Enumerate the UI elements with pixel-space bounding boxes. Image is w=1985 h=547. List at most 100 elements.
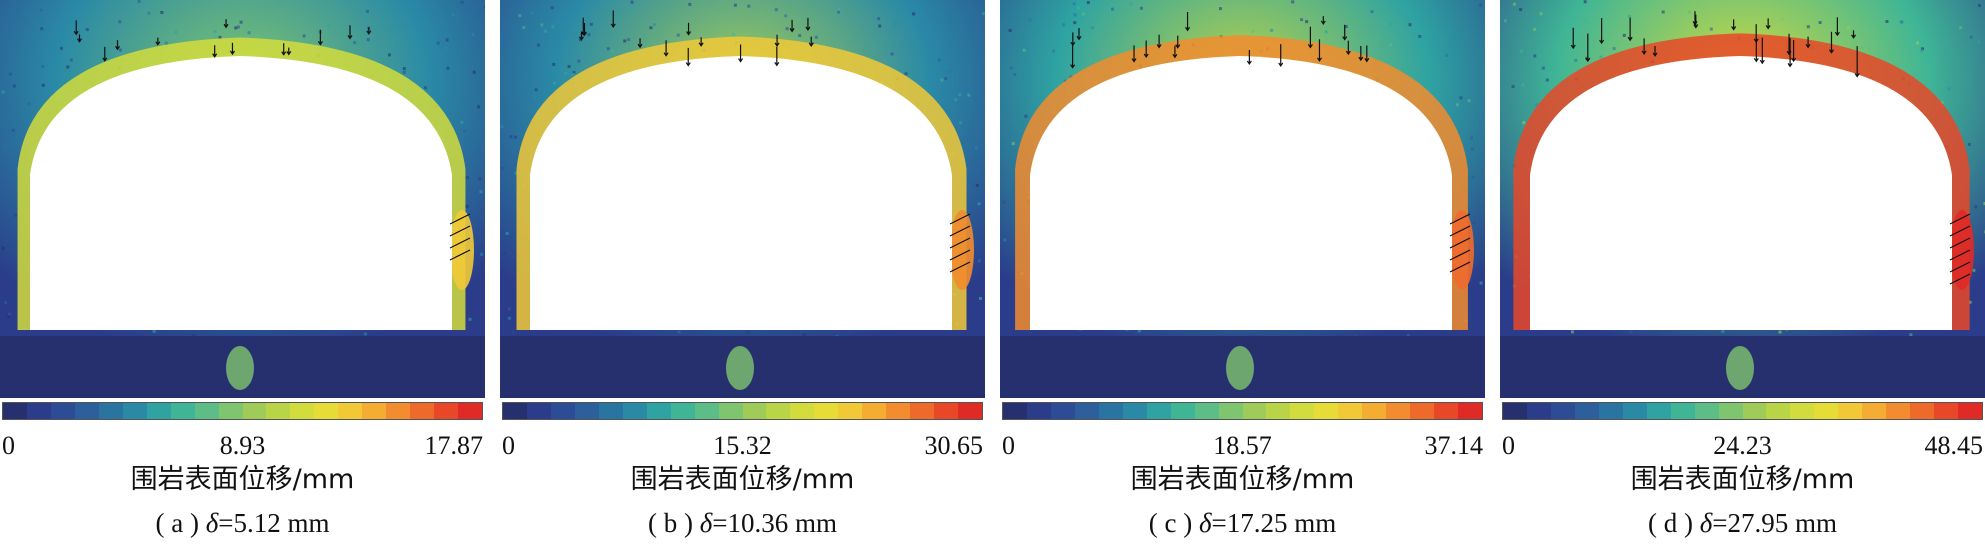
speckle	[1571, 330, 1575, 334]
speckle	[1467, 99, 1471, 103]
displacement-arrowhead	[1307, 44, 1313, 49]
colorbar-segment	[1574, 403, 1599, 419]
displacement-arrowhead	[1854, 73, 1860, 78]
speckle	[511, 60, 515, 64]
speckle	[785, 27, 789, 31]
speckle	[564, 71, 568, 75]
displacement-arrowhead	[115, 45, 121, 51]
displacement-arrowhead	[1070, 41, 1076, 47]
sidewall-hot-zone	[950, 210, 974, 290]
colorbar-segment	[1122, 403, 1147, 419]
caption-symbol: δ	[699, 508, 713, 538]
speckle	[1977, 4, 1981, 8]
colorbar-segment	[458, 403, 483, 419]
speckle	[213, 30, 217, 34]
colorbar-segment	[1910, 403, 1935, 419]
displacement-arrowhead	[1320, 20, 1326, 26]
caption-value: =27.95 mm	[1712, 508, 1838, 538]
displacement-arrow	[1949, 261, 1971, 273]
colorbar-segment	[1694, 403, 1719, 419]
speckle	[578, 38, 582, 42]
displacement-arrowhead	[578, 36, 584, 41]
speckle	[423, 86, 427, 90]
colorbar-segment	[934, 403, 959, 419]
speckle	[152, 329, 156, 333]
speckle	[543, 29, 547, 33]
displacement-arrow	[949, 225, 971, 237]
speckle	[1389, 22, 1393, 26]
displacement-arrow	[1949, 273, 1971, 285]
colorbar-segment	[26, 403, 51, 419]
colorbar-segment	[1934, 403, 1959, 419]
speckle	[147, 11, 151, 15]
colorbar-segment	[410, 403, 435, 419]
speckle	[1522, 121, 1526, 125]
speckle	[1300, 18, 1304, 22]
speckle	[1977, 40, 1981, 44]
speckle	[387, 53, 391, 57]
colorbar-tick-max: 48.45	[1924, 431, 1984, 460]
speckle	[1916, 41, 1920, 45]
displacement-arrowhead	[610, 23, 616, 28]
displacement-arrowhead	[1358, 56, 1364, 62]
speckle	[904, 72, 908, 76]
displacement-arrowhead	[366, 30, 372, 35]
displacement-arrow	[1449, 237, 1471, 249]
speckle	[234, 26, 238, 30]
speckle	[511, 330, 515, 334]
speckle	[39, 8, 43, 12]
colorbar-tick-max: 30.65	[924, 431, 984, 460]
speckle	[1969, 35, 1973, 39]
speckle	[1533, 27, 1537, 31]
colorbar-segment	[790, 403, 815, 419]
speckle	[733, 3, 737, 7]
displacement-arrowhead	[212, 53, 218, 58]
speckle	[472, 70, 476, 74]
panel-caption: ( a ) δ=5.12 mm	[0, 506, 485, 540]
caption-prefix: ( d )	[1647, 508, 1700, 538]
speckle	[1687, 10, 1691, 14]
colorbar-segment	[1314, 403, 1339, 419]
displacement-arrowhead	[738, 58, 744, 63]
speckle	[1479, 281, 1483, 285]
speckle	[1072, 2, 1076, 6]
colorbar-segment	[1266, 403, 1291, 419]
displacement-arrow	[949, 213, 971, 225]
speckle	[1370, 10, 1374, 14]
colorbar-segment	[1074, 403, 1099, 419]
speckle	[1599, 55, 1603, 59]
speckle	[1, 246, 5, 250]
displacement-arrowhead	[1070, 64, 1076, 69]
speckle	[1512, 2, 1516, 6]
colorbar-segment	[814, 403, 839, 419]
speckle	[1291, 0, 1295, 4]
displacement-arrowhead	[637, 43, 643, 49]
speckle	[1885, 20, 1889, 24]
speckle	[1940, 101, 1944, 105]
colorbar-segment	[122, 403, 147, 419]
displacement-arrow	[1949, 237, 1971, 249]
colorbar-segment	[1766, 403, 1791, 419]
speckle	[509, 135, 513, 139]
speckle	[365, 9, 369, 13]
displacement-arrowhead	[1693, 24, 1699, 29]
speckle	[1073, 13, 1077, 17]
speckle	[550, 6, 554, 10]
caption-value: =10.36 mm	[712, 508, 838, 538]
speckle	[1778, 330, 1782, 334]
speckle	[1532, 18, 1536, 22]
speckle	[536, 43, 540, 47]
colorbar-segment	[1838, 403, 1863, 419]
speckle	[1721, 330, 1725, 334]
displacement-arrowhead	[1156, 44, 1162, 49]
speckle	[7, 315, 11, 319]
speckle	[982, 12, 985, 16]
speckle	[513, 135, 517, 139]
colorbar	[1002, 402, 1483, 420]
speckle	[366, 38, 370, 42]
speckle	[552, 62, 556, 66]
speckle	[610, 49, 614, 53]
displacement-arrowhead	[1175, 44, 1181, 49]
speckle	[1406, 334, 1410, 338]
speckle	[552, 81, 556, 85]
